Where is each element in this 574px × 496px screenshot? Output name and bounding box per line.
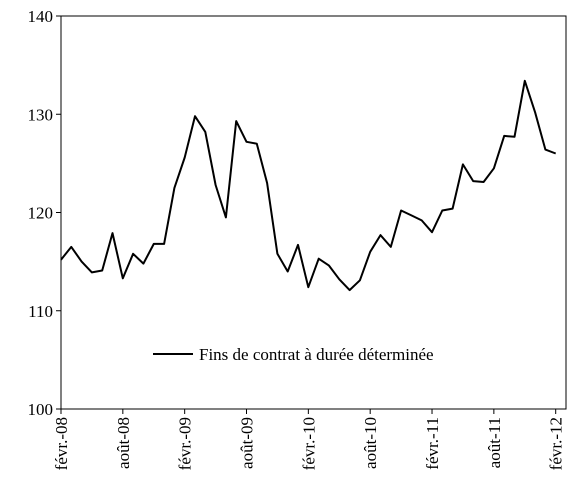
legend-box <box>145 336 537 370</box>
x-axis: févr.-08 août-08 févr.-09 août-09 févr.-10 ao… <box>52 409 566 470</box>
x-tick-label: août-09 <box>238 417 257 469</box>
legend-label: Fins de contrat à durée déterminée <box>199 345 434 364</box>
x-tick-label: févr.-12 <box>547 417 566 470</box>
y-tick-label: 110 <box>28 302 53 321</box>
x-tick-label: août-10 <box>361 417 380 469</box>
y-tick-label: 100 <box>28 400 54 419</box>
x-tick-label: févr.-10 <box>299 417 318 470</box>
x-tick-label: août-08 <box>114 417 133 469</box>
y-tick-label: 140 <box>28 7 54 26</box>
series-layer <box>60 79 557 292</box>
x-tick-label: févr.-09 <box>176 417 195 470</box>
x-tick-label: févr.-08 <box>52 417 71 470</box>
y-tick-label: 120 <box>28 204 54 223</box>
y-tick-label: 130 <box>28 105 54 124</box>
x-tick-label: août-11 <box>485 417 504 468</box>
legend: Fins de contrat à durée déterminée <box>145 336 537 370</box>
x-tick-label: févr.-11 <box>423 417 442 470</box>
series-line <box>60 79 557 292</box>
y-axis: 100 110 120 130 140 <box>28 7 61 419</box>
